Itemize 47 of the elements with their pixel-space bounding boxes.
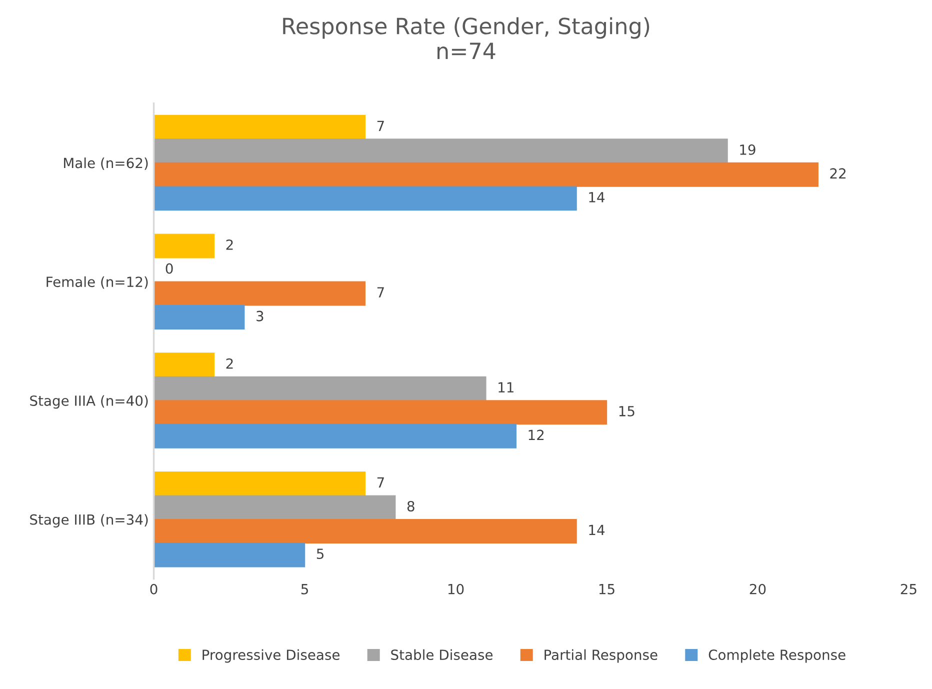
x-tick-label: 20	[750, 584, 766, 594]
data-label: 7	[377, 477, 384, 488]
bar	[154, 542, 306, 568]
x-tick-label: 10	[448, 584, 464, 594]
bar	[154, 186, 577, 211]
y-tick-label: Male (n=62)	[64, 158, 148, 170]
bar	[154, 424, 516, 448]
bar	[154, 281, 366, 306]
x-tick-label: 0	[150, 584, 158, 594]
data-label: 5	[316, 548, 324, 560]
y-tick-label: Stage IIIB (n=34)	[30, 514, 148, 528]
x-tick-label: 15	[599, 584, 614, 594]
data-label: 19	[740, 144, 756, 155]
legend-label: Stable Disease	[391, 649, 493, 660]
data-label: 11	[498, 382, 514, 392]
bar	[154, 162, 818, 187]
y-tick-label: Female (n=12)	[46, 276, 148, 289]
data-label: 8	[407, 500, 414, 512]
x-tick-label: 5	[301, 584, 308, 594]
data-label: 15	[619, 406, 634, 416]
bar	[154, 114, 366, 140]
data-label: 14	[589, 192, 605, 202]
bar	[154, 234, 215, 258]
x-tick-label: 25	[900, 584, 916, 594]
data-label: 2	[226, 239, 233, 250]
data-label: 0	[166, 263, 173, 274]
y-tick-label: Stage IIIA (n=40)	[30, 395, 148, 409]
legend-label: Progressive Disease	[202, 649, 340, 663]
data-label: 7	[377, 120, 384, 131]
chart-subtitle: n=74	[438, 42, 496, 59]
data-label: 12	[528, 430, 544, 440]
data-label: 14	[589, 524, 605, 536]
bar	[154, 138, 728, 164]
data-label: 3	[256, 310, 264, 322]
data-label: 7	[377, 287, 384, 298]
legend-label: Complete Response	[708, 649, 846, 663]
data-label: 22	[830, 168, 846, 178]
bar	[154, 352, 215, 378]
bar	[154, 495, 396, 520]
data-label: 2	[226, 358, 233, 369]
legend-label: Partial Response	[544, 649, 658, 663]
bar	[154, 400, 608, 425]
chart-title: Response Rate (Gender, Staging)	[283, 17, 650, 39]
bar	[154, 305, 245, 330]
bar	[154, 376, 486, 401]
bar	[154, 518, 577, 544]
bar	[154, 471, 366, 496]
